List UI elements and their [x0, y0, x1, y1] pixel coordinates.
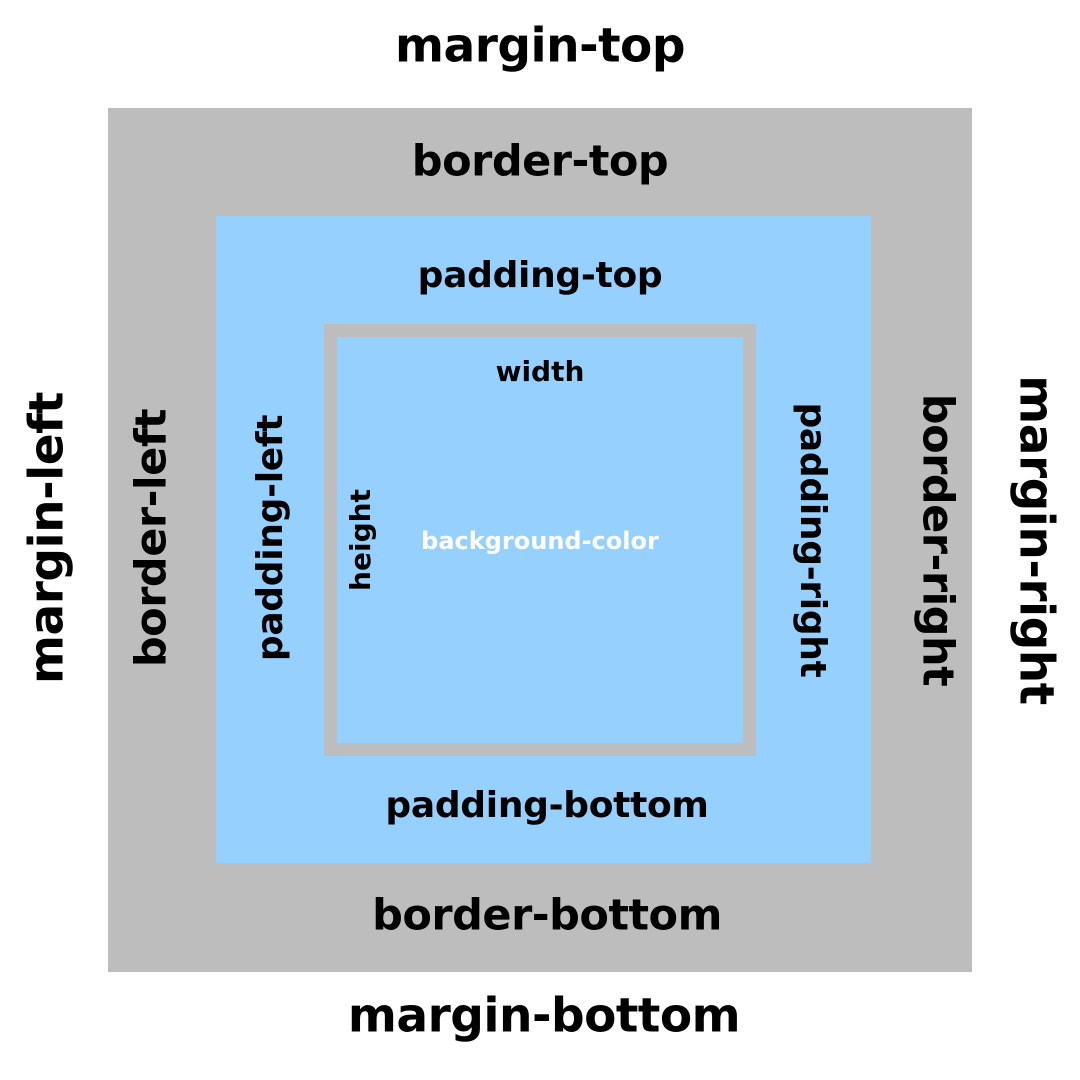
border-bottom-label: border-bottom [372, 890, 722, 941]
margin-left-label: margin-left [19, 392, 75, 684]
margin-top-label: margin-top [395, 18, 686, 74]
border-left-label: border-left [126, 408, 177, 668]
margin-right-label: margin-right [1008, 375, 1064, 705]
padding-right-label: padding-right [792, 402, 833, 678]
background-color-label: background-color [421, 527, 659, 555]
padding-top-label: padding-top [417, 255, 663, 296]
border-top-label: border-top [411, 136, 669, 187]
padding-bottom-label: padding-bottom [385, 785, 709, 826]
border-right-label: border-right [912, 393, 963, 687]
content-area [337, 337, 743, 743]
width-label: width [495, 355, 585, 388]
padding-left-label: padding-left [250, 414, 291, 662]
margin-bottom-label: margin-bottom [347, 988, 741, 1044]
height-label: height [344, 489, 377, 591]
